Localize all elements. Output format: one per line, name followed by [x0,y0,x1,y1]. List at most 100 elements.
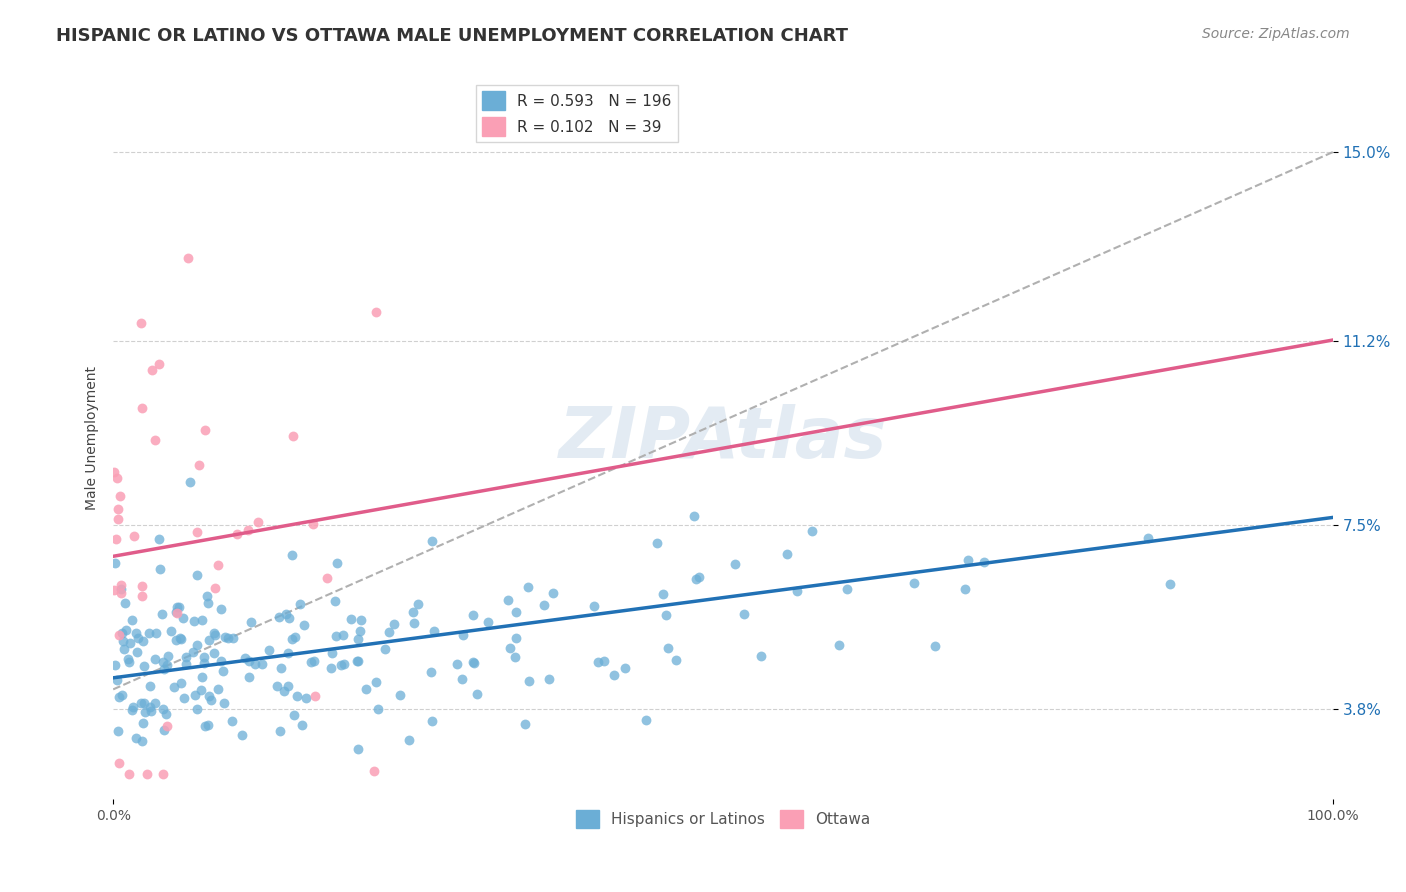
Point [378,625,401,640]
Point [174,650,197,665]
Point [198,690,221,704]
Point [181,645,204,659]
Point [477,615,499,629]
Point [121,699,143,714]
Point [103,465,125,479]
Point [295,691,318,706]
Point [103,556,125,570]
Point [134,705,156,719]
Point [423,624,446,639]
Point [302,653,325,667]
Point [149,562,172,576]
Point [354,682,377,697]
Point [366,674,388,689]
Text: ZIPAtlas: ZIPAtlas [558,404,887,473]
Point [131,401,153,415]
Point [143,433,166,447]
Point [346,632,368,646]
Point [350,613,373,627]
Point [197,717,219,731]
Point [187,458,209,472]
Point [214,630,236,644]
Point [665,652,688,666]
Point [654,607,676,622]
Point [152,662,174,676]
Point [503,649,526,664]
Point [202,646,225,660]
Point [163,680,186,694]
Point [107,724,129,739]
Point [174,657,197,671]
Point [190,682,212,697]
Point [827,639,849,653]
Point [238,670,260,684]
Point [406,597,429,611]
Point [243,657,266,672]
Point [166,600,188,615]
Point [685,572,707,586]
Point [446,657,468,672]
Point [246,515,269,529]
Point [299,656,322,670]
Point [191,670,214,684]
Point [537,672,560,686]
Point [118,636,141,650]
Point [177,251,200,265]
Point [209,602,232,616]
Point [465,687,488,701]
Point [134,659,156,673]
Point [198,633,221,648]
Point [973,555,995,569]
Point [139,679,162,693]
Point [647,536,669,550]
Point [583,599,606,613]
Point [115,623,138,637]
Point [401,606,423,620]
Point [125,625,148,640]
Point [363,764,385,778]
Point [211,654,233,668]
Point [332,628,354,642]
Point [277,680,299,694]
Point [463,656,485,670]
Point [266,679,288,693]
Point [105,673,128,688]
Point [156,648,179,663]
Point [166,606,188,620]
Point [614,661,637,675]
Point [135,767,157,781]
Point [170,632,193,646]
Point [186,702,208,716]
Point [107,756,129,770]
Point [104,532,127,546]
Point [498,592,520,607]
Point [204,581,226,595]
Point [281,632,304,646]
Point [733,607,755,621]
Point [139,700,162,714]
Point [541,586,564,600]
Point [160,624,183,638]
Point [402,615,425,630]
Point [281,429,304,443]
Point [138,626,160,640]
Point [269,609,291,624]
Point [903,576,925,591]
Point [461,608,484,623]
Point [250,657,273,671]
Point [104,657,127,672]
Point [110,586,132,600]
Point [150,607,173,621]
Point [105,471,128,485]
Point [326,556,349,570]
Point [114,641,136,656]
Point [226,526,249,541]
Point [955,582,977,597]
Point [325,629,347,643]
Point [143,652,166,666]
Point [204,627,226,641]
Point [956,553,979,567]
Point [420,714,443,728]
Point [111,625,134,640]
Point [651,587,673,601]
